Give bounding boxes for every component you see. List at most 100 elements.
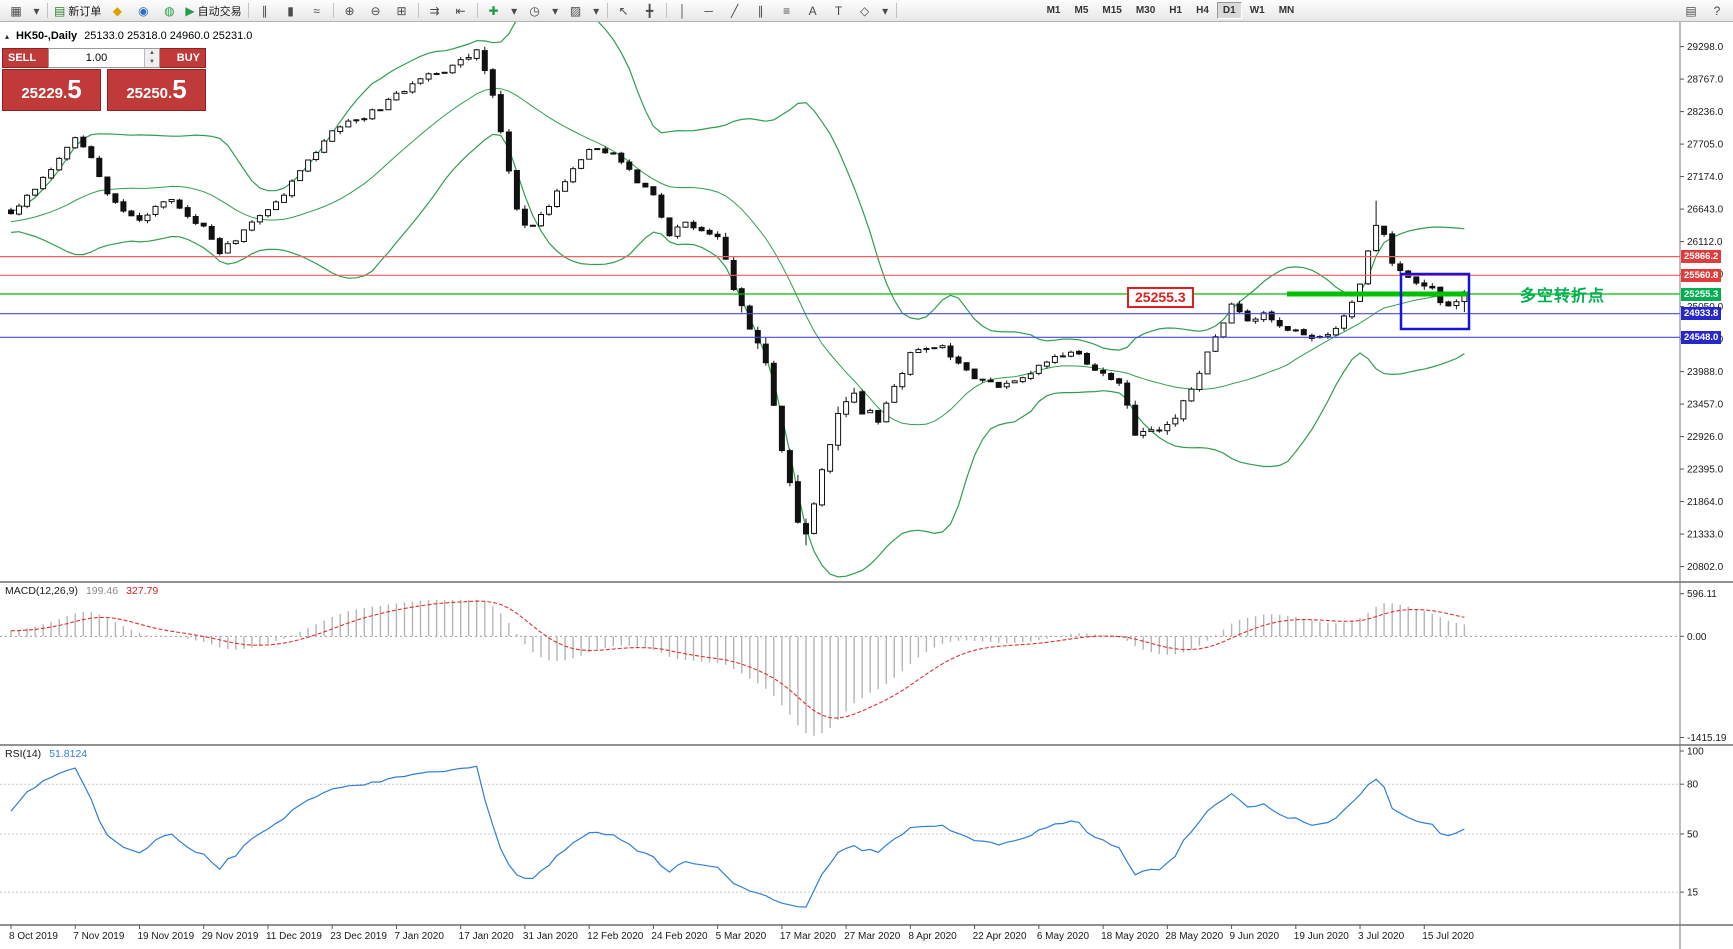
blue-box-annotation[interactable] <box>1399 272 1471 331</box>
new-order-button: ▤ <box>54 3 66 18</box>
svg-text:7 Nov 2019: 7 Nov 2019 <box>73 931 125 942</box>
vertical-line-icon[interactable]: │ <box>670 1 696 21</box>
svg-text:3 Jul 2020: 3 Jul 2020 <box>1358 931 1405 942</box>
help-icon[interactable]: ? <box>1704 1 1730 21</box>
horizontal-line-icon[interactable]: ─ <box>696 1 722 21</box>
sell-price-button[interactable]: 25229. 5 <box>2 69 101 111</box>
rsi-indicator-label: RSI(14) 51.8124 <box>5 748 87 760</box>
periods-dropdown-icon[interactable]: ▾ <box>548 1 563 21</box>
auto-scroll-icon[interactable]: ⇉ <box>422 1 448 21</box>
text-label-icon: T <box>834 3 843 18</box>
sell-button[interactable]: SELL <box>2 48 48 68</box>
toolbar-separator <box>476 3 478 18</box>
turning-point-annotation[interactable]: 多空转折点 <box>1520 288 1606 305</box>
timeframe-M5[interactable]: M5 <box>1074 5 1089 16</box>
price-annotation-label[interactable]: 25255.3 <box>1127 287 1194 308</box>
svg-text:11 Dec 2019: 11 Dec 2019 <box>266 931 322 942</box>
fibonacci-icon[interactable]: ≡ <box>774 1 800 21</box>
autotrading-button[interactable]: ▶ 自动交易 <box>182 1 244 21</box>
price-axis[interactable]: 29298.0 28767.0 28236.0 27705.0 27174.0 26643… <box>1679 22 1727 949</box>
text-label-icon[interactable]: T <box>826 1 852 21</box>
timeframe-H1[interactable]: H1 <box>1169 5 1183 16</box>
toolbar-separator <box>332 3 334 18</box>
templates-dropdown-icon[interactable]: ▾ <box>589 1 604 21</box>
toolbar-separator <box>247 3 249 18</box>
buy-price-button[interactable]: 25250. 5 <box>107 69 206 111</box>
macd-signal-value: 327.79 <box>126 585 159 597</box>
zoom-out-icon[interactable]: ⊖ <box>363 1 389 21</box>
timeframe-H4[interactable]: H4 <box>1196 5 1209 16</box>
volume-input[interactable] <box>49 49 144 67</box>
metaeditor-icon: ◆ <box>112 3 122 18</box>
svg-text:23988.0: 23988.0 <box>1687 367 1724 378</box>
svg-text:22 Apr 2020: 22 Apr 2020 <box>973 931 1027 942</box>
templates-dropdown-icon: ▾ <box>593 3 600 18</box>
trendline-icon[interactable]: ╱ <box>722 1 748 21</box>
chart-window[interactable]: 29298.0 28767.0 28236.0 27705.0 27174.0 26643… <box>0 22 1733 949</box>
periods-button[interactable]: ◷ <box>522 1 548 21</box>
volume-decrease-button[interactable]: ▼ <box>145 58 159 67</box>
svg-text:28 May 2020: 28 May 2020 <box>1165 931 1223 942</box>
volume-increase-button[interactable]: ▲ <box>145 49 159 58</box>
candles[interactable] <box>8 46 1468 546</box>
svg-text:100: 100 <box>1687 747 1704 758</box>
templates-button[interactable]: ▨ <box>563 1 589 21</box>
svg-text:80: 80 <box>1687 780 1699 791</box>
svg-text:31 Jan 2020: 31 Jan 2020 <box>523 931 578 942</box>
svg-text:26112.0: 26112.0 <box>1687 237 1723 248</box>
buy-button[interactable]: BUY <box>160 48 206 68</box>
svg-text:50: 50 <box>1687 830 1699 841</box>
svg-text:29298.0: 29298.0 <box>1687 42 1724 53</box>
indicators-button[interactable]: ✚ <box>481 1 507 21</box>
axis-price-tag: 24933.8 <box>1681 307 1722 321</box>
print-icon[interactable]: ▤ <box>1678 1 1704 21</box>
timeframe-MN[interactable]: MN <box>1278 5 1295 16</box>
svg-text:24 Feb 2020: 24 Feb 2020 <box>651 931 708 942</box>
macd-pane[interactable] <box>0 599 1680 736</box>
zoom-out-icon: ⊖ <box>370 3 381 18</box>
shapes-icon[interactable]: ◇ <box>852 1 878 21</box>
channel-icon[interactable]: ∥ <box>748 1 774 21</box>
cursor-icon[interactable]: ↖ <box>611 1 637 21</box>
metaeditor-icon[interactable]: ◆ <box>104 1 130 21</box>
timeframe-D1[interactable]: D1 <box>1216 2 1242 19</box>
svg-text:27 Mar 2020: 27 Mar 2020 <box>844 931 901 942</box>
timeframe-W1[interactable]: W1 <box>1249 5 1265 16</box>
periods-button: ◷ <box>529 3 540 18</box>
community-icon[interactable]: ◉ <box>130 1 156 21</box>
tile-windows-icon[interactable]: ⊞ <box>389 1 415 21</box>
candlestick-chart-icon[interactable]: ▮ <box>278 1 304 21</box>
bar-chart-icon[interactable]: ∥ <box>252 1 278 21</box>
one-click-toggle-icon[interactable]: ▴ <box>5 31 10 41</box>
svg-text:20802.0: 20802.0 <box>1687 562 1724 573</box>
date-axis[interactable]: 8 Oct 2019 7 Nov 2019 19 Nov 2019 29 Nov 20… <box>9 925 1474 942</box>
rsi-pane[interactable] <box>0 765 1680 908</box>
svg-text:23457.0: 23457.0 <box>1687 400 1724 411</box>
line-chart-icon[interactable]: ≈ <box>304 1 330 21</box>
timeframe-M1[interactable]: M1 <box>1046 5 1061 16</box>
auto-scroll-icon: ⇉ <box>429 3 440 18</box>
new-order-button-label: 新订单 <box>68 5 102 18</box>
timeframe-M15[interactable]: M15 <box>1102 5 1122 16</box>
macd-signal-line <box>10 600 1465 719</box>
market-icon[interactable]: ◍ <box>156 1 182 21</box>
chart-window-icon[interactable]: ▦ <box>3 1 29 21</box>
autotrading-button-label: 自动交易 <box>197 5 242 18</box>
chart-canvas[interactable]: 29298.0 28767.0 28236.0 27705.0 27174.0 26643… <box>0 22 1733 949</box>
svg-text:6 May 2020: 6 May 2020 <box>1037 931 1090 942</box>
timeframe-M30[interactable]: M30 <box>1135 5 1156 16</box>
new-order-button[interactable]: ▤ 新订单 <box>51 1 104 21</box>
buy-label: BUY <box>176 52 200 64</box>
indicators-dropdown-icon[interactable]: ▾ <box>507 1 522 21</box>
tile-windows-icon: ⊞ <box>396 3 407 18</box>
horizontal-level-lines[interactable] <box>0 256 1680 338</box>
text-icon[interactable]: A <box>800 1 826 21</box>
crosshair-icon[interactable]: ╋ <box>637 1 663 21</box>
buy-price: 25250. <box>126 85 173 102</box>
zoom-in-icon[interactable]: ⊕ <box>337 1 363 21</box>
chart-shift-icon[interactable]: ⇤ <box>448 1 474 21</box>
trendline-icon: ╱ <box>730 3 739 18</box>
window-dropdown-icon[interactable]: ▾ <box>29 1 44 21</box>
shapes-dropdown-icon[interactable]: ▾ <box>878 1 893 21</box>
